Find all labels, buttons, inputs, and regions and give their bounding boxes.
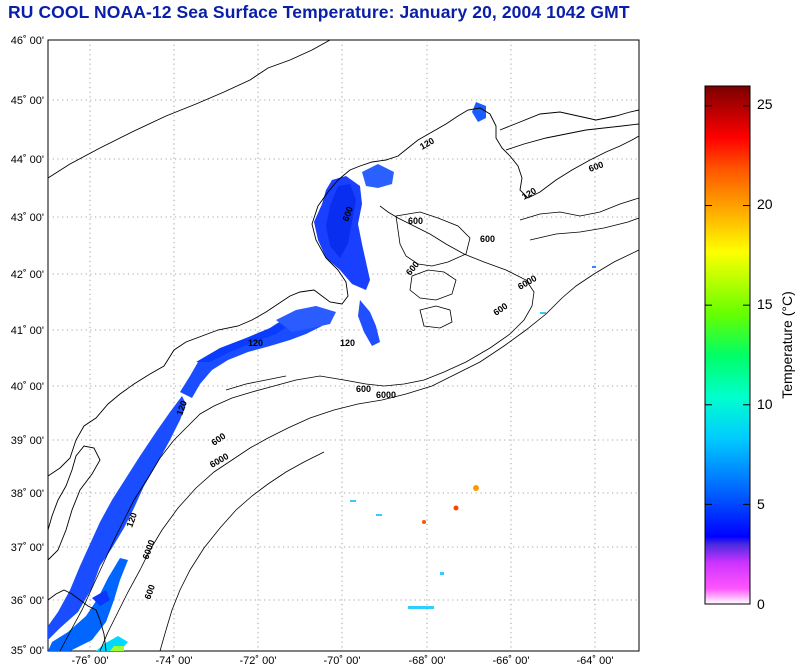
colorbar-gradient [704,85,751,605]
lon-label: -72˚ 00' [240,655,277,667]
colorbar-tick-label: 0 [757,596,765,612]
lon-label: -70˚ 00' [324,655,361,667]
contour-label: 120 [174,399,189,417]
contour-label: 600 [356,384,371,394]
lat-label: 37˚ 00' [11,542,44,554]
contour-label: 600 [142,583,157,601]
lon-label: -68˚ 00' [409,655,446,667]
sst-speck [440,572,444,575]
contour-label: 600 [340,205,355,223]
colorbar-tick-label: 20 [757,196,773,212]
sst-speck [422,520,426,524]
lon-label: -74˚ 00' [156,655,193,667]
sst-speck [408,606,434,609]
sst-speck [376,514,382,516]
sst-speck [453,505,459,511]
lat-label: 38˚ 00' [11,488,44,500]
sst-patch-southern-shelf [48,396,186,640]
lat-label: 45˚ 00' [11,95,44,107]
colorbar-tick-label: 25 [757,96,773,112]
lat-label: 44˚ 00' [11,154,44,166]
sst-speck [350,500,356,502]
sst-patch-nantucket [358,300,380,346]
lon-label: -76˚ 00' [72,655,109,667]
sst-imagery [48,102,596,651]
sst-patch-virginia-inner [48,558,128,651]
sst-patch-gulf-of-maine-inner [326,184,356,258]
map-title: RU COOL NOAA-12 Sea Surface Temperature:… [8,2,630,22]
sst-patch-chesapeake [92,590,110,606]
bathymetry-contours [59,197,640,652]
latitude-labels: 46˚ 00' 45˚ 00' 44˚ 00' 43˚ 00' 42˚ 00' … [11,35,44,657]
sst-speck [592,266,596,268]
longitude-labels: -76˚ 00' -74˚ 00' -72˚ 00' -70˚ 00' -68˚… [72,655,614,667]
lat-label: 40˚ 00' [11,381,44,393]
sst-patch-maine-coast [362,164,394,188]
sst-patch-sne [276,306,336,332]
sst-speck [540,312,546,314]
colorbar-title: Temperature (°C) [779,291,795,399]
sst-patch-ny-bight [196,310,302,362]
contour-label: 120 [340,338,355,348]
colorbar-tick-label: 10 [757,396,773,412]
lat-label: 46˚ 00' [11,35,44,47]
contour-label: 600 [587,159,605,174]
lat-label: 41˚ 00' [11,325,44,337]
contour-label: 600 [480,234,495,244]
colorbar-ticks [705,105,750,605]
lon-label: -64˚ 00' [577,655,614,667]
lat-label: 39˚ 00' [11,435,44,447]
sst-patch-hatteras-warmer [110,646,124,651]
contour-label: 600 [408,216,423,226]
lat-label: 35˚ 00' [11,645,44,657]
coastline [47,39,640,652]
contour-label: 120 [124,511,139,529]
colorbar: 25 20 15 10 5 0 Temperature (°C) [704,85,795,612]
sst-patch-fundy [472,102,486,122]
lat-label: 43˚ 00' [11,212,44,224]
lon-label: -66˚ 00' [493,655,530,667]
map-frame [47,39,640,652]
colorbar-tick-label: 15 [757,296,773,312]
sst-speck [473,485,479,491]
colorbar-tick-label: 5 [757,496,765,512]
lat-label: 36˚ 00' [11,595,44,607]
contour-label: 120 [248,338,263,348]
lat-label: 42˚ 00' [11,269,44,281]
contour-label: 6000 [376,390,396,400]
